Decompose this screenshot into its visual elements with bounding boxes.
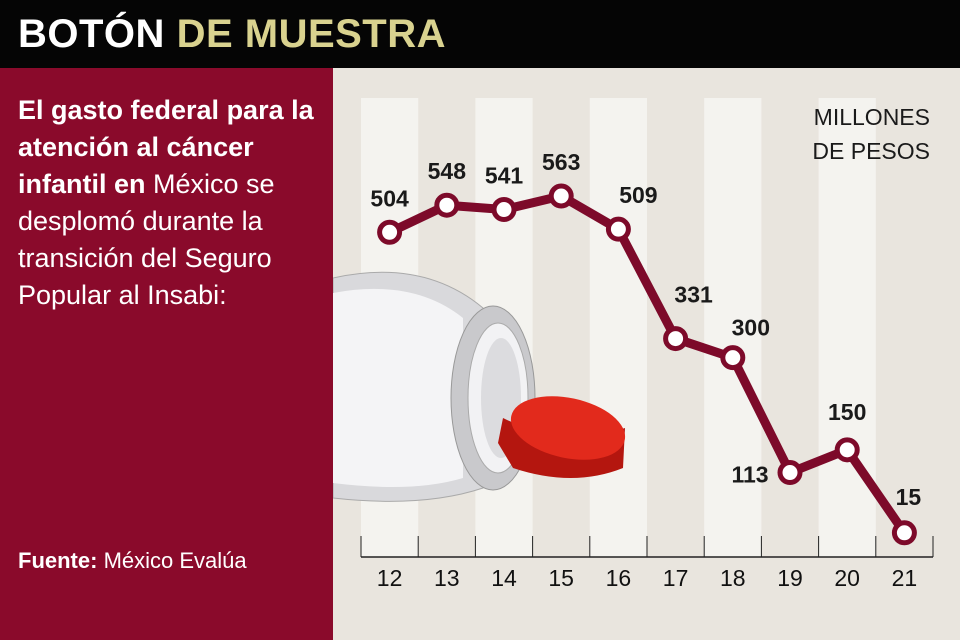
x-tick-label: 16	[606, 565, 632, 591]
data-label: 563	[542, 149, 580, 175]
data-point	[663, 326, 689, 352]
data-label: 113	[731, 462, 768, 488]
line-chart: 12 13 14 15 16 17 18 19 20 21 504 548 541 563 509 331 3…	[333, 98, 934, 591]
description-panel: El gasto federal para la atención al cán…	[0, 68, 333, 640]
pill-bottle-illustration	[333, 271, 626, 502]
x-tick-label: 15	[548, 565, 574, 591]
data-point	[605, 216, 631, 242]
data-point	[834, 437, 860, 463]
unit-label: MILLONES DE PESOS	[812, 104, 930, 164]
column-stripe	[589, 98, 647, 557]
data-label: 509	[619, 182, 657, 208]
source-note: Fuente: México Evalúa	[18, 548, 247, 573]
x-tick-label: 20	[834, 565, 860, 591]
data-point	[548, 183, 574, 209]
column-stripe	[704, 98, 762, 557]
data-label: 331	[674, 282, 713, 308]
header-bar: BOTÓN DE MUESTRA	[0, 0, 960, 68]
data-point	[377, 219, 403, 245]
x-tick-label: 21	[892, 565, 918, 591]
x-tick-label: 19	[777, 565, 803, 591]
data-label: 504	[370, 185, 409, 211]
data-label: 300	[732, 315, 770, 341]
data-point	[491, 197, 517, 223]
x-tick-label: 12	[377, 565, 403, 591]
data-point	[720, 345, 746, 371]
data-label: 15	[896, 484, 922, 510]
data-point	[891, 520, 917, 546]
data-label: 150	[828, 399, 866, 425]
x-tick-label: 14	[491, 565, 517, 591]
data-point	[777, 460, 803, 486]
data-label: 548	[428, 158, 467, 184]
data-label: 541	[485, 163, 524, 189]
data-point	[434, 192, 460, 218]
page-title: BOTÓN DE MUESTRA	[18, 12, 447, 56]
x-tick-label: 18	[720, 565, 746, 591]
x-tick-label: 13	[434, 565, 460, 591]
series-line	[387, 191, 909, 536]
x-tick-label: 17	[663, 565, 689, 591]
intro-text: El gasto federal para la atención al cán…	[18, 95, 314, 310]
